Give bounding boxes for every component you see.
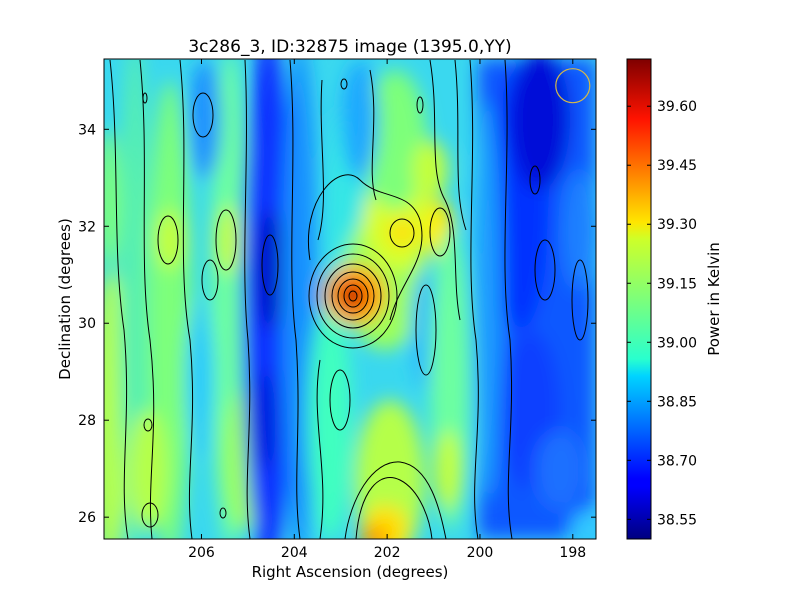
colorbar-tick-label: 39.30 [657, 217, 697, 233]
colorbar-tick-label: 39.45 [657, 158, 697, 174]
x-tick-label: 204 [281, 545, 308, 561]
colorbar-tick-label: 38.70 [657, 453, 697, 469]
colorbar-tick-label: 38.55 [657, 512, 697, 528]
y-tick-label: 34 [78, 122, 96, 138]
y-tick-label: 26 [78, 510, 96, 526]
beam-marker [555, 68, 591, 104]
x-tick-label: 200 [467, 545, 494, 561]
colorbar-tick-label: 39.60 [657, 99, 697, 115]
x-tick-label: 202 [374, 545, 401, 561]
colorbar-tick-label: 39.15 [657, 276, 697, 292]
colorbar-tick-label: 38.85 [657, 394, 697, 410]
x-tick-label: 206 [188, 545, 215, 561]
x-tick-label: 198 [559, 545, 586, 561]
y-axis-label: Declination (degrees) [56, 218, 74, 380]
colorbar-ticks: 38.55 38.70 38.85 39.00 39.15 39.30 39.45 39.60 [627, 99, 697, 528]
plot-frame [103, 58, 597, 540]
y-tick-label: 30 [78, 316, 96, 332]
y-tick-label: 28 [78, 413, 96, 429]
contour-lines [109, 59, 589, 539]
colorbar-tick-label: 39.00 [657, 335, 697, 351]
colorbar: 38.55 38.70 38.85 39.00 39.15 39.30 39.45 39.60… [626, 58, 723, 540]
chart-title: 3c286_3, ID:32875 image (1395.0,YY) [188, 37, 511, 57]
plot-area [104, 59, 596, 539]
x-axis-label: Right Ascension (degrees) [252, 563, 449, 581]
x-axis-ticks: 206 204 202 200 198 [188, 59, 586, 561]
heatmap-field [104, 59, 596, 539]
y-tick-label: 32 [78, 219, 96, 235]
colorbar-gradient [626, 58, 652, 540]
colorbar-label: Power in Kelvin [705, 242, 723, 356]
y-axis-ticks: 26 28 30 32 34 [78, 122, 596, 526]
